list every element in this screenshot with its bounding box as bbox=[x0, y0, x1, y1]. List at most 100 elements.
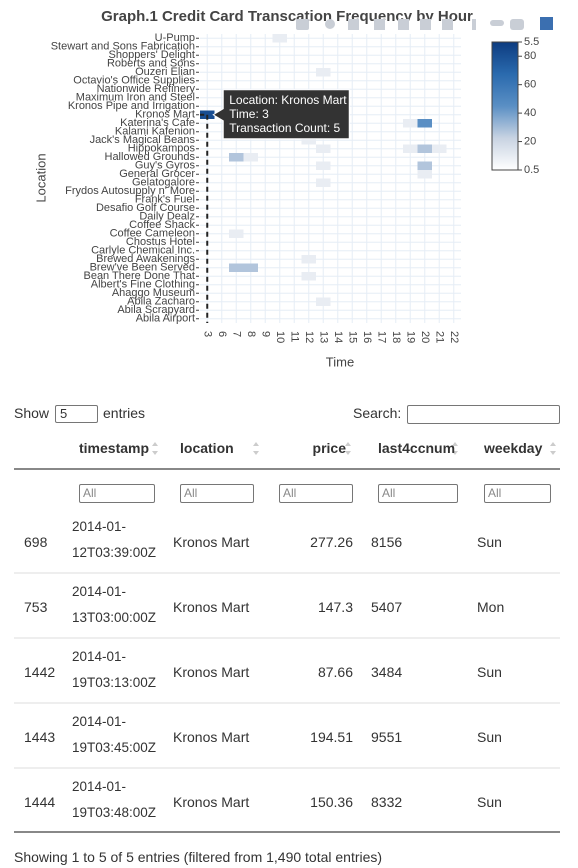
heat-cell bbox=[229, 229, 244, 238]
x-axis-title: Time bbox=[326, 354, 354, 369]
cell-timestamp: 2014-01-19T03:45:00Z bbox=[72, 714, 157, 755]
column-header[interactable]: timestamp bbox=[79, 440, 150, 456]
colorbar-tick-label: 5.5 bbox=[524, 36, 539, 48]
tool-icon[interactable] bbox=[296, 19, 309, 30]
column-filter[interactable]: All bbox=[180, 484, 254, 503]
y-tick-label: Daily Dealz bbox=[139, 211, 195, 223]
search-input[interactable] bbox=[407, 405, 560, 424]
x-tick-label: 16 bbox=[361, 331, 373, 343]
y-tick-label: Chostus Hotel bbox=[126, 236, 195, 248]
y-tick-label: Ouzeri Elian bbox=[135, 66, 195, 78]
cell-card: 5407 bbox=[371, 599, 403, 615]
tool-icon[interactable] bbox=[472, 19, 476, 30]
heat-cell bbox=[316, 178, 331, 187]
colorbar-tick-label: 80 bbox=[524, 50, 536, 62]
tool-icon[interactable] bbox=[325, 19, 335, 29]
cell-price: 87.66 bbox=[317, 664, 353, 680]
x-tick-label: 17 bbox=[375, 331, 387, 343]
heat-cell bbox=[301, 272, 316, 281]
column-header[interactable]: last4ccnum bbox=[378, 440, 456, 456]
chart-title: Graph.1 Credit Card Transcation Frequenc… bbox=[101, 8, 473, 25]
y-tick-label: Brew've Been Served bbox=[90, 262, 195, 274]
heat-cell bbox=[417, 144, 432, 153]
colorbar bbox=[491, 41, 519, 171]
heat-cell bbox=[316, 144, 331, 153]
cell-weekday: Mon bbox=[477, 599, 505, 615]
x-tick-label: 11 bbox=[288, 331, 300, 342]
y-tick-label: General Grocer bbox=[119, 168, 195, 180]
column-filter[interactable]: All bbox=[279, 484, 353, 503]
search-label: Search: bbox=[353, 405, 402, 421]
sort-arrow bbox=[152, 442, 158, 455]
row-index: 1444 bbox=[24, 794, 56, 810]
cell-weekday: Sun bbox=[477, 664, 502, 680]
x-tick-label: 7 bbox=[230, 331, 242, 337]
column-header[interactable]: price bbox=[312, 440, 346, 456]
heat-cell bbox=[243, 153, 258, 162]
cell-location: Kronos Mart bbox=[173, 599, 250, 615]
tooltip-text: Location: Kronos Mart bbox=[229, 93, 347, 107]
tool-icon[interactable] bbox=[540, 17, 553, 30]
x-tick-label: 14 bbox=[332, 331, 344, 343]
column-filter[interactable]: All bbox=[484, 484, 551, 503]
y-tick-label: Gelatogalore bbox=[132, 177, 195, 189]
table-info: Showing 1 to 5 of 5 entries (filtered fr… bbox=[14, 849, 383, 865]
y-tick-label: Shoppers' Delight bbox=[109, 49, 196, 61]
y-tick-label: Kalami Kafenion bbox=[115, 126, 195, 138]
tooltip-text: Time: 3 bbox=[229, 107, 269, 121]
y-tick-label: Desafio Golf Course bbox=[96, 202, 195, 214]
column-filter[interactable]: All bbox=[79, 484, 155, 503]
x-tick-label: 8 bbox=[245, 331, 257, 337]
y-tick-label: Abila Scrapyard bbox=[117, 304, 195, 316]
tool-icon[interactable] bbox=[374, 19, 385, 30]
cell-card: 8156 bbox=[371, 534, 403, 550]
heat-cell bbox=[316, 161, 331, 170]
tool-icon[interactable] bbox=[510, 19, 524, 30]
entries-label: entries bbox=[103, 405, 146, 421]
column-header[interactable]: weekday bbox=[484, 440, 543, 456]
cell-timestamp: 2014-01-19T03:13:00Z bbox=[72, 649, 157, 690]
tool-icon[interactable] bbox=[420, 19, 431, 30]
x-tick-label: 22 bbox=[448, 331, 460, 343]
x-tick-label: 6 bbox=[216, 331, 228, 337]
cell-price: 194.51 bbox=[310, 729, 353, 745]
tooltip-box bbox=[212, 89, 350, 140]
tool-icon[interactable] bbox=[442, 19, 453, 30]
heat-cell bbox=[272, 34, 287, 43]
x-tick-label: 9 bbox=[259, 331, 271, 337]
column-filter[interactable]: All bbox=[378, 484, 458, 503]
y-tick-label: Jack's Magical Beans bbox=[90, 134, 196, 146]
tool-icon[interactable] bbox=[348, 19, 359, 30]
sort-arrow bbox=[550, 442, 556, 455]
heat-cell bbox=[403, 144, 418, 153]
row-index: 1443 bbox=[24, 729, 56, 745]
heat-cell bbox=[301, 136, 316, 145]
y-tick-label: Bean There Done That bbox=[83, 270, 195, 282]
cell-location: Kronos Mart bbox=[173, 534, 250, 550]
y-tick-label: Octavio's Office Supplies bbox=[73, 75, 195, 87]
y-tick-label: Katerina's Cafe bbox=[120, 117, 195, 129]
heat-cell bbox=[229, 263, 244, 272]
cell-location: Kronos Mart bbox=[173, 794, 250, 810]
y-tick-label: Roberts and Sons bbox=[107, 58, 196, 70]
cell-timestamp: 2014-01-13T03:00:00Z bbox=[72, 584, 157, 625]
sort-arrow bbox=[345, 442, 351, 455]
x-tick-label: 20 bbox=[419, 331, 431, 343]
heat-cell bbox=[316, 68, 331, 77]
y-tick-label: Brewed Awakenings bbox=[96, 253, 195, 265]
row-index: 698 bbox=[24, 534, 48, 550]
tool-icon[interactable] bbox=[490, 20, 504, 26]
colorbar-tick-label: 20 bbox=[524, 135, 536, 147]
column-header[interactable]: location bbox=[180, 440, 234, 456]
cell-price: 150.36 bbox=[310, 794, 353, 810]
length-select[interactable]: 5 bbox=[55, 405, 98, 423]
y-tick-label: Hallowed Grounds bbox=[105, 151, 196, 163]
tool-icon[interactable] bbox=[398, 19, 409, 30]
cell-price: 277.26 bbox=[310, 534, 353, 550]
y-tick-label: Frydos Autosupply n' More bbox=[65, 185, 195, 197]
cell-timestamp: 2014-01-19T03:48:00Z bbox=[72, 779, 157, 820]
x-tick-label: 15 bbox=[346, 331, 358, 343]
heat-cell bbox=[417, 170, 432, 179]
colorbar-tick-label: 40 bbox=[524, 107, 536, 119]
y-tick-label: Coffee Cameleon bbox=[110, 228, 195, 240]
